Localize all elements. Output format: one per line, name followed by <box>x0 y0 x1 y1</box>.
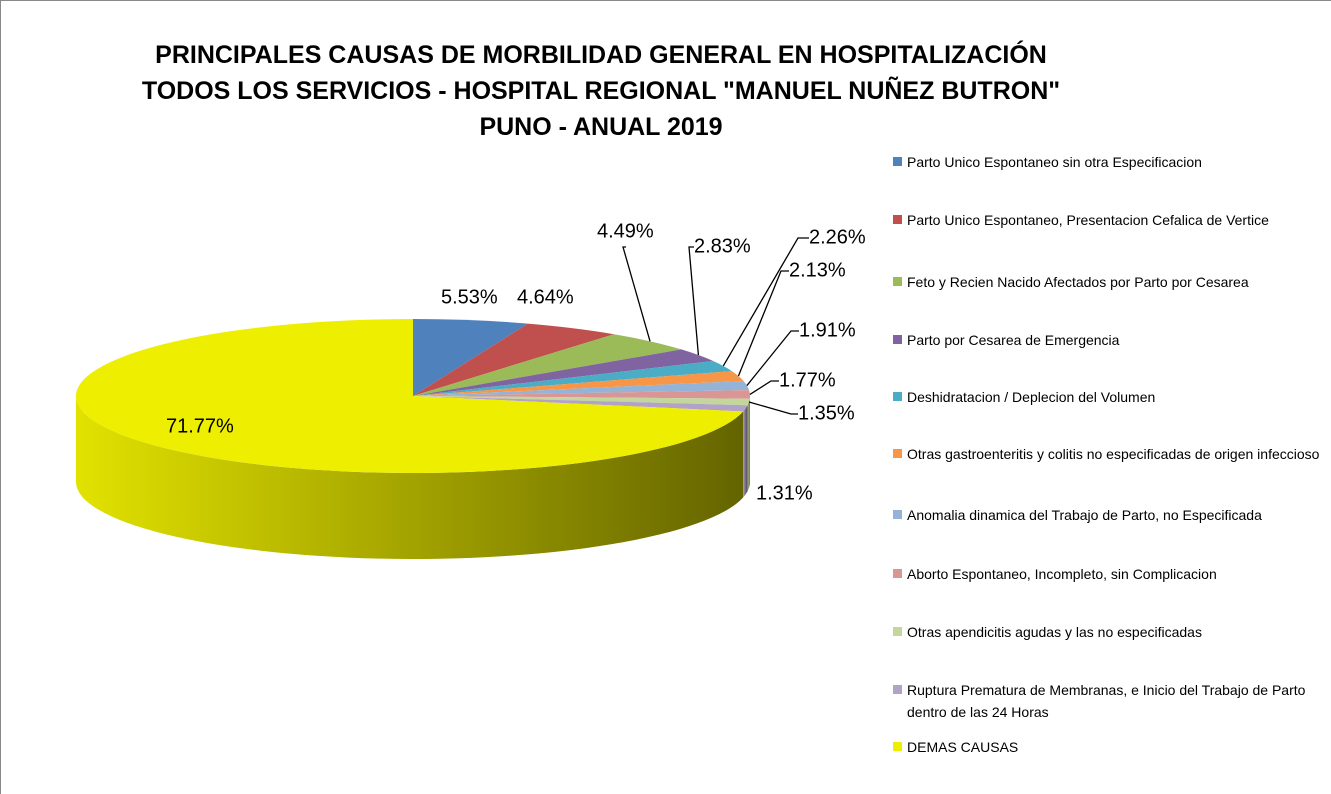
data-label: 2.13% <box>789 259 846 281</box>
data-label: 4.64% <box>517 286 574 308</box>
data-label: 1.31% <box>756 482 813 504</box>
legend-label: Parto por Cesarea de Emergencia <box>907 332 1120 348</box>
legend-item: Otras apendicitis agudas y las no especi… <box>893 621 1327 643</box>
legend-item: Ruptura Prematura de Membranas, e Inicio… <box>893 679 1327 723</box>
legend-swatch <box>893 742 902 751</box>
slice <box>413 319 528 396</box>
legend-label: Parto Unico Espontaneo, Presentacion Cef… <box>907 212 1269 228</box>
slice <box>413 334 682 396</box>
data-label: 5.53% <box>441 286 498 308</box>
data-label: 1.77% <box>779 369 836 391</box>
slice <box>413 361 732 396</box>
leader-line <box>748 401 798 415</box>
legend-label: Ruptura Prematura de Membranas, e Inicio… <box>907 682 1306 720</box>
leader-line <box>737 270 789 377</box>
slice <box>413 349 714 396</box>
slice <box>413 381 750 396</box>
legend-label: Otras gastroenteritis y colitis no espec… <box>907 446 1320 462</box>
leader-line <box>749 380 779 395</box>
slice <box>413 371 744 396</box>
legend-swatch <box>893 627 902 636</box>
legend-swatch <box>893 569 902 578</box>
legend-item: Aborto Espontaneo, Incompleto, sin Compl… <box>893 563 1327 585</box>
legend-item: Anomalia dinamica del Trabajo de Parto, … <box>893 504 1327 526</box>
legend-swatch <box>893 157 902 166</box>
leader-line <box>722 237 809 367</box>
legend-item: Otras gastroenteritis y colitis no espec… <box>893 443 1327 465</box>
legend-swatch <box>893 215 902 224</box>
leader-line <box>688 246 700 356</box>
data-label: 71.77% <box>166 415 234 437</box>
legend-label: Parto Unico Espontaneo sin otra Especifi… <box>907 154 1202 170</box>
legend-item: Parto Unico Espontaneo sin otra Especifi… <box>893 151 1327 173</box>
data-label: 2.26% <box>809 226 866 248</box>
slice <box>413 396 750 406</box>
slice <box>413 396 748 412</box>
legend-swatch <box>893 685 902 694</box>
legend-item: Parto por Cesarea de Emergencia <box>893 329 1327 351</box>
leader-line <box>746 330 799 386</box>
slice-side <box>747 398 750 492</box>
legend-swatch <box>893 449 902 458</box>
chart-title: PRINCIPALES CAUSAS DE MORBILIDAD GENERAL… <box>141 41 1061 141</box>
slice <box>76 319 744 474</box>
slice <box>413 390 750 399</box>
data-label: 1.91% <box>799 319 856 341</box>
legend-item: Parto Unico Espontaneo, Presentacion Cef… <box>893 209 1327 231</box>
slice <box>413 323 615 396</box>
legend-item: Feto y Recien Nacido Afectados por Parto… <box>893 271 1327 293</box>
legend-item: Deshidratacion / Deplecion del Volumen <box>893 386 1327 408</box>
data-label: 4.49% <box>597 220 654 242</box>
legend-label: Aborto Espontaneo, Incompleto, sin Compl… <box>907 566 1217 582</box>
legend-label: Otras apendicitis agudas y las no especi… <box>907 624 1202 640</box>
data-label: 2.83% <box>694 235 751 257</box>
leader-line <box>622 246 651 342</box>
legend-item: DEMAS CAUSAS <box>893 736 1327 758</box>
legend-label: Feto y Recien Nacido Afectados por Parto… <box>907 274 1249 290</box>
slice-side <box>76 396 744 559</box>
legend-swatch <box>893 335 902 344</box>
legend-label: DEMAS CAUSAS <box>907 739 1019 755</box>
legend-swatch <box>893 510 902 519</box>
legend-label: Anomalia dinamica del Trabajo de Parto, … <box>907 507 1262 523</box>
legend-swatch <box>893 277 902 286</box>
slice-side <box>743 405 748 498</box>
data-label: 1.35% <box>798 402 855 424</box>
legend-label: Deshidratacion / Deplecion del Volumen <box>907 389 1156 405</box>
legend-swatch <box>893 392 902 401</box>
